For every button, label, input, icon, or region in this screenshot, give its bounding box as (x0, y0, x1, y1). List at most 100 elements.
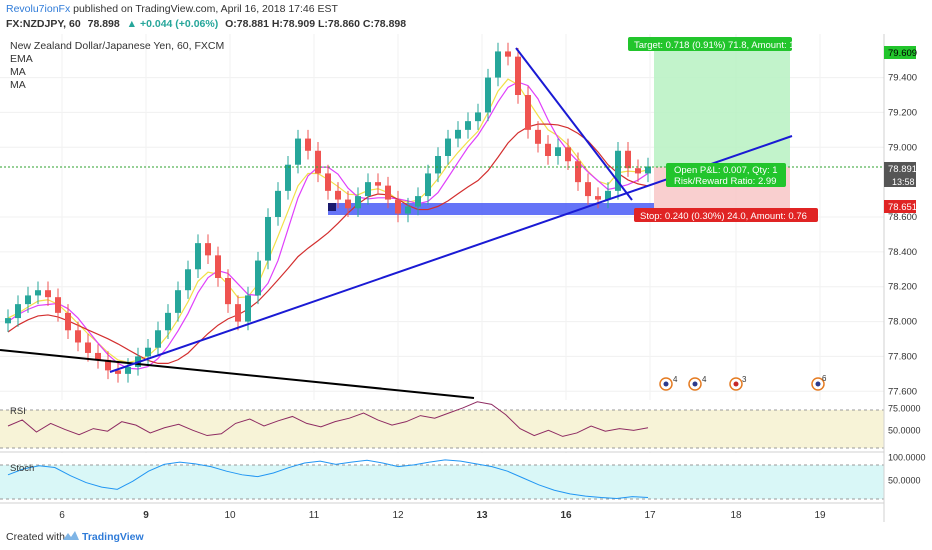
candle (435, 156, 441, 174)
stop-price-badge (884, 200, 916, 213)
chart-area[interactable]: Target: 0.718 (0.91%) 71.8, Amount: 1.72… (0, 34, 932, 522)
candle (265, 217, 271, 261)
time-tick: 12 (392, 510, 404, 521)
candle (105, 359, 111, 371)
candle (495, 51, 501, 78)
candle (535, 129, 541, 144)
rsi-tick: 50.0000 (888, 425, 921, 435)
time-axis[interactable]: 6 9 10 11 12 13 16 17 18 19 (59, 510, 826, 521)
price-tick: 78.600 (888, 212, 917, 223)
price-axis[interactable]: 79.400 79.200 79.000 78.600 78.400 78.200 78.0… (888, 73, 917, 398)
candle (635, 168, 641, 174)
candle (155, 330, 161, 348)
time-tick: 9 (143, 510, 149, 521)
pnl-label-box[interactable] (666, 163, 786, 187)
candle (375, 182, 381, 186)
stoch-band (0, 465, 884, 499)
event-badges: 4 4 3 6 (659, 374, 827, 391)
target-price-badge (884, 46, 916, 59)
time-tick: 10 (224, 510, 236, 521)
event-flag-icon (692, 381, 698, 387)
candle (275, 190, 281, 217)
last-price: 78.898 (87, 18, 120, 30)
price-tick: 77.800 (888, 351, 917, 362)
candle (175, 290, 181, 313)
countdown: 13:58 (892, 177, 915, 187)
ema-line (7, 78, 649, 364)
trendline-resistance[interactable] (515, 47, 633, 201)
candle (455, 129, 461, 139)
rr-label: Risk/Reward Ratio: 2.99 (674, 176, 776, 187)
candle (205, 243, 211, 256)
candle (505, 51, 511, 57)
candle (195, 243, 201, 270)
candle (445, 138, 451, 156)
candle (95, 352, 101, 360)
price-tick: 78.000 (888, 317, 917, 328)
candle (605, 190, 611, 200)
rsi-line (7, 401, 649, 437)
candle (545, 143, 551, 156)
event-flag-icon (815, 381, 821, 387)
candle (575, 161, 581, 183)
legend-ma-2[interactable]: MA (10, 79, 26, 91)
footer: Created with TradingView (0, 522, 932, 550)
target-label-box[interactable] (628, 37, 792, 51)
support-zone-handle[interactable] (328, 203, 336, 211)
candle (475, 112, 481, 122)
candle (235, 304, 241, 322)
rsi-label: RSI (10, 406, 26, 417)
candle (15, 304, 21, 319)
support-zone (328, 203, 654, 215)
tradingview-brand[interactable]: TradingView (82, 531, 144, 543)
tradingview-logo-icon (63, 531, 79, 540)
candle (255, 260, 261, 296)
ma-line-slow (7, 123, 649, 364)
stop-label-box[interactable] (634, 208, 818, 222)
event-count-4: 6 (822, 374, 827, 383)
stop-price: 78.651 (888, 202, 917, 213)
candle (65, 312, 71, 331)
candle (355, 196, 361, 209)
candle (45, 290, 51, 298)
candle (55, 297, 61, 313)
time-tick: 17 (644, 510, 656, 521)
trendline-black[interactable] (0, 349, 475, 399)
candle (595, 196, 601, 200)
candle (335, 190, 341, 200)
author-link[interactable]: Revolu7ionFx (6, 3, 71, 15)
legend-ema[interactable]: EMA (10, 53, 33, 65)
candle (125, 366, 131, 374)
candle (35, 290, 41, 296)
stoch-tick: 100.0000 (888, 453, 926, 463)
candle (315, 150, 321, 174)
candle (425, 173, 431, 197)
time-tick: 19 (814, 510, 826, 521)
price-tick: 78.200 (888, 282, 917, 293)
symbol-title: New Zealand Dollar/Japanese Yen, 60, FXC… (10, 40, 225, 52)
time-tick: 13 (476, 510, 488, 521)
price-tick: 79.200 (888, 107, 917, 118)
time-tick: 11 (309, 510, 320, 521)
candle (245, 295, 251, 322)
rsi-band (0, 410, 884, 448)
ohlc-values: O:78.881 H:78.909 L:78.860 C:78.898 (225, 18, 407, 30)
candle (115, 370, 121, 374)
candle (145, 347, 151, 357)
candle (415, 196, 421, 207)
pnl-label: Open P&L: 0.007, Qty: 1 (674, 165, 778, 176)
legend-ma-1[interactable]: MA (10, 66, 26, 78)
rsi-tick: 75.0000 (888, 404, 921, 414)
price-tick: 77.600 (888, 386, 917, 397)
time-tick: 18 (730, 510, 742, 521)
candle (525, 95, 531, 130)
ticker: FX:NZDJPY, 60 (6, 18, 81, 30)
created-with: Created with (6, 531, 65, 543)
event-flag-icon (733, 381, 739, 387)
stoch-label: Stoch (10, 463, 34, 474)
price-tick: 78.400 (888, 247, 917, 258)
candle (225, 278, 231, 305)
candle (295, 138, 301, 165)
chart-legend: New Zealand Dollar/Japanese Yen, 60, FXC… (10, 40, 224, 92)
ticker-line: FX:NZDJPY, 60 78.898 ▲ +0.044 (+0.06%) O… (6, 18, 406, 30)
